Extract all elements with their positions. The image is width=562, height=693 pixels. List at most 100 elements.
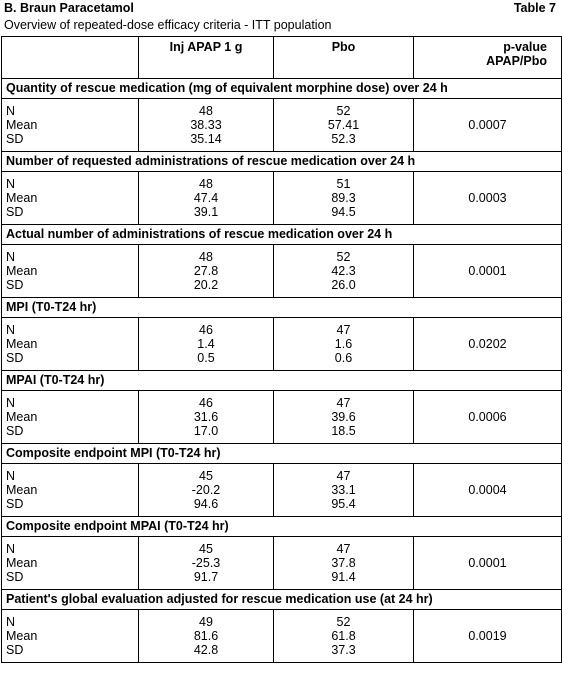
stat-label-line: Mean [6,483,38,497]
placebo-value-line: 89.3 [331,191,356,205]
header-cell: Pbo [273,36,414,79]
treatment-value-line: 81.6 [193,629,219,643]
header-row: Inj APAP 1 g Pbo p-value APAP/Pbo [1,36,562,79]
treatment-value-line: 94.6 [193,497,219,511]
table-label: Table 7 [513,1,556,15]
placebo-value-line: 0.6 [334,351,353,365]
header-cell [1,36,139,79]
placebo-value-line: 42.3 [331,264,356,278]
stat-label-line: SD [6,643,24,657]
data-row: N Mean SD 48 27.8 20.2 52 42.3 26.0 0.0001 [1,244,562,298]
p-value: 0.0001 [413,244,562,298]
treatment-value-line: 49 [199,615,213,629]
treatment-value: 49 81.6 42.8 [138,609,274,663]
stat-label: N Mean SD [1,98,139,152]
data-row: N Mean SD 46 1.4 0.5 47 1.6 0.6 0.0202 [1,317,562,371]
section-row: Composite endpoint MPAI (T0-T24 hr) [1,516,562,537]
stat-label-line: N [6,104,16,118]
stat-label: N Mean SD [1,536,139,590]
p-value: 0.0001 [413,536,562,590]
placebo-value: 47 1.6 0.6 [273,317,414,371]
data-row: N Mean SD 45 -25.3 91.7 47 37.8 91.4 0.0001 [1,536,562,590]
placebo-value-line: 47 [336,323,351,337]
section-row: Actual number of administrations of resc… [1,224,562,245]
treatment-value-line: 48 [199,250,213,264]
placebo-value-line: 91.4 [331,570,356,584]
data-row: N Mean SD 45 -20.2 94.6 47 33.1 95.4 0.0004 [1,463,562,517]
table: Inj APAP 1 g Pbo p-value APAP/Pbo Quanti… [1,36,562,663]
header-cell: p-value APAP/Pbo [413,36,562,79]
section-row: Quantity of rescue medication (mg of equ… [1,78,562,99]
placebo-value: 52 61.8 37.3 [273,609,414,663]
stat-label-line: N [6,177,16,191]
data-row: N Mean SD 49 81.6 42.8 52 61.8 37.3 0.0019 [1,609,562,663]
section-title: MPAI (T0-T24 hr) [1,370,562,391]
treatment-value: 45 -20.2 94.6 [138,463,274,517]
placebo-value: 47 39.6 18.5 [273,390,414,444]
section-title: Patient's global evaluation adjusted for… [1,589,562,610]
treatment-value: 45 -25.3 91.7 [138,536,274,590]
placebo-value-line: 61.8 [331,629,356,643]
stat-label-line: SD [6,497,24,511]
p-value: 0.0003 [413,171,562,225]
placebo-value-line: 94.5 [331,205,356,219]
data-row: N Mean SD 48 38.33 35.14 52 57.41 52.3 0.0007 [1,98,562,152]
treatment-value-line: 45 [199,469,213,483]
data-row: N Mean SD 48 47.4 39.1 51 89.3 94.5 0.0003 [1,171,562,225]
treatment-value-line: 48 [199,104,213,118]
section-row: MPAI (T0-T24 hr) [1,370,562,391]
stat-label-line: SD [6,424,24,438]
p-value: 0.0006 [413,390,562,444]
section-row: Patient's global evaluation adjusted for… [1,589,562,610]
section-row: Number of requested administrations of r… [1,151,562,172]
stat-label: N Mean SD [1,317,139,371]
stat-label-line: SD [6,278,24,292]
treatment-value: 46 1.4 0.5 [138,317,274,371]
treatment-value-line: 47.4 [193,191,219,205]
p-value: 0.0004 [413,463,562,517]
p-value: 0.0202 [413,317,562,371]
placebo-value-line: 52 [336,104,351,118]
treatment-value-line: 20.2 [193,278,219,292]
stat-label-line: Mean [6,629,38,643]
section-title: Composite endpoint MPAI (T0-T24 hr) [1,516,562,537]
stat-label-line: N [6,323,16,337]
stat-label-line: Mean [6,337,38,351]
stat-label-line: Mean [6,410,38,424]
treatment-value-line: 48 [199,177,213,191]
stat-label-line: N [6,396,16,410]
subtitle: Overview of repeated-dose efficacy crite… [4,18,332,32]
placebo-value: 47 33.1 95.4 [273,463,414,517]
treatment-value-line: 38.33 [190,118,222,132]
table-body: Quantity of rescue medication (mg of equ… [1,78,562,663]
header-text: p-value [503,40,547,54]
placebo-value-line: 47 [336,469,351,483]
treatment-value-line: 42.8 [193,643,219,657]
p-value: 0.0007 [413,98,562,152]
placebo-value: 47 37.8 91.4 [273,536,414,590]
section-row: MPI (T0-T24 hr) [1,297,562,318]
placebo-value-line: 37.3 [331,643,356,657]
placebo-value-line: 39.6 [331,410,356,424]
treatment-value-line: 17.0 [193,424,219,438]
placebo-value-line: 95.4 [331,497,356,511]
treatment-value: 46 31.6 17.0 [138,390,274,444]
stat-label: N Mean SD [1,609,139,663]
section-title: MPI (T0-T24 hr) [1,297,562,318]
stat-label: N Mean SD [1,244,139,298]
header-text: APAP/Pbo [486,54,547,68]
data-row: N Mean SD 46 31.6 17.0 47 39.6 18.5 0.0006 [1,390,562,444]
treatment-value-line: 39.1 [193,205,219,219]
treatment-value-line: -25.3 [191,556,221,570]
stat-label-line: N [6,615,16,629]
stat-label: N Mean SD [1,463,139,517]
treatment-value-line: -20.2 [191,483,221,497]
treatment-value-line: 0.5 [197,351,215,365]
section-title: Quantity of rescue medication (mg of equ… [1,78,562,99]
stat-label-line: Mean [6,556,38,570]
placebo-value: 52 42.3 26.0 [273,244,414,298]
section-row: Composite endpoint MPI (T0-T24 hr) [1,443,562,464]
treatment-value-line: 45 [199,542,213,556]
treatment-value: 48 47.4 39.1 [138,171,274,225]
placebo-value-line: 47 [336,542,351,556]
